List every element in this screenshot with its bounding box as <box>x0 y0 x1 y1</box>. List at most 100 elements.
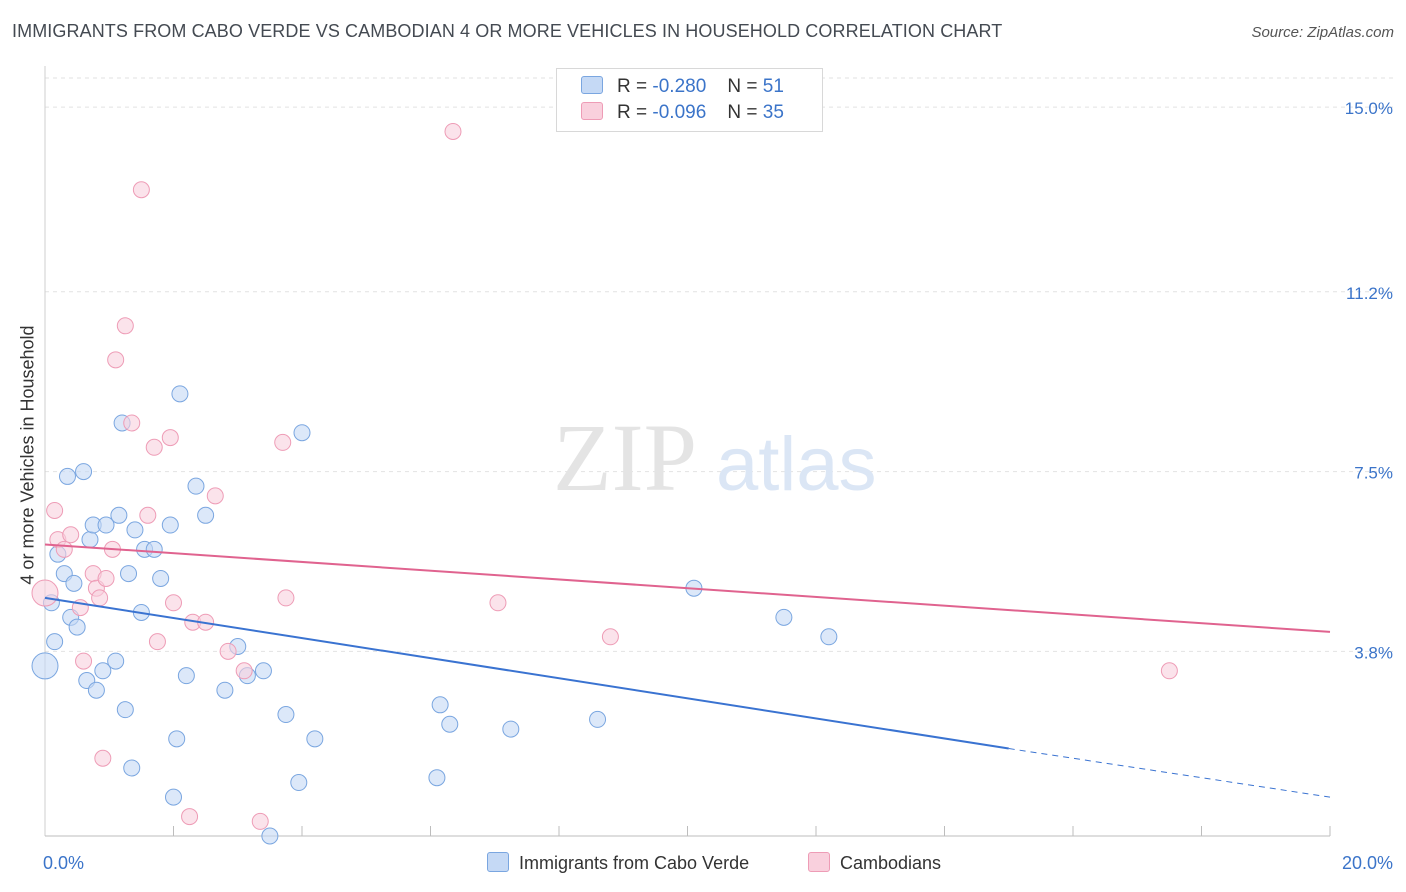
point-cabo-verde <box>589 710 607 728</box>
legend-r-value-cambodians: -0.096 <box>652 102 707 123</box>
point-cambodians <box>123 414 141 432</box>
axes <box>44 66 1331 837</box>
point-cambodians <box>132 181 150 199</box>
source-label: Source: ZipAtlas.com <box>1251 24 1394 41</box>
point-cambodians <box>75 652 93 670</box>
bottom-legend-swatch-blue <box>487 852 509 872</box>
legend-n-label: N = <box>727 102 758 123</box>
trend-lines <box>44 543 1331 798</box>
legend-row-cabo-verde: R = -0.280 N = 51 <box>581 76 784 100</box>
point-cabo-verde <box>81 531 99 549</box>
point-cabo-verde <box>197 506 215 524</box>
legend-n-value-cambodians: 35 <box>762 102 784 123</box>
point-cambodians <box>55 540 73 558</box>
point-cabo-verde <box>306 730 324 748</box>
point-cabo-verde <box>123 759 141 777</box>
point-cabo-verde <box>431 696 449 714</box>
point-cabo-verde <box>261 827 279 845</box>
trend-line-cambodians <box>44 543 1331 633</box>
point-cabo-verde <box>126 521 144 539</box>
y-tick-label: 15.0% <box>1345 99 1393 118</box>
point-cambodians <box>1160 662 1178 680</box>
point-cambodians <box>165 594 182 612</box>
point-cabo-verde <box>120 565 138 583</box>
point-cambodians <box>274 433 292 451</box>
bottom-legend-label: Immigrants from Cabo Verde <box>519 853 750 873</box>
point-cambodians <box>489 594 507 612</box>
point-cabo-verde <box>68 618 86 636</box>
point-cambodians <box>235 662 253 680</box>
legend-r-label: R = <box>617 76 648 97</box>
point-cambodians <box>145 438 163 456</box>
point-cabo-verde <box>75 463 93 481</box>
point-cabo-verde <box>502 720 520 738</box>
point-cambodians <box>181 808 199 826</box>
chart-title: IMMIGRANTS FROM CABO VERDE VS CAMBODIAN … <box>12 21 1003 41</box>
point-cambodians <box>139 506 157 524</box>
point-cabo-verde <box>177 667 195 685</box>
x-tick-label: 20.0% <box>1342 853 1393 873</box>
point-cabo-verde <box>165 788 182 806</box>
bottom-legend-cambodians: Cambodians <box>808 852 941 874</box>
bottom-legend-cabo-verde: Immigrants from Cabo Verde <box>487 852 749 874</box>
point-cambodians <box>277 589 295 607</box>
point-cabo-verde <box>216 681 234 699</box>
point-cambodians <box>116 317 134 335</box>
point-cabo-verde <box>46 633 64 651</box>
y-tick-label: 7.5% <box>1354 464 1393 483</box>
point-cabo-verde <box>31 652 59 680</box>
point-cabo-verde <box>293 424 311 442</box>
point-cambodians <box>251 812 269 830</box>
point-cambodians <box>206 487 224 505</box>
point-cabo-verde <box>65 574 83 592</box>
y-tick-label: 11.2% <box>1346 284 1393 303</box>
point-cabo-verde <box>161 516 179 534</box>
legend-n-value-cabo-verde: 51 <box>762 76 784 97</box>
x-tick-label: 0.0% <box>43 853 84 873</box>
point-cabo-verde <box>110 506 128 524</box>
point-cambodians <box>219 642 237 660</box>
point-cabo-verde <box>58 467 76 485</box>
watermark-zip: ZIP <box>553 404 697 511</box>
point-cabo-verde <box>290 774 308 792</box>
bottom-legend-swatch-pink <box>808 852 830 872</box>
point-cambodians <box>46 501 64 519</box>
point-cabo-verde <box>116 701 134 719</box>
point-cabo-verde <box>152 569 170 587</box>
point-cambodians <box>62 526 80 544</box>
point-cambodians <box>94 749 112 767</box>
legend-row-cambodians: R = -0.096 N = 35 <box>581 102 784 126</box>
trend-line-cabo-verde <box>44 596 1009 750</box>
point-cabo-verde <box>428 769 446 787</box>
trend-line-cabo-verde-extension <box>1008 748 1331 798</box>
point-cabo-verde <box>107 652 125 670</box>
point-cabo-verde <box>94 662 112 680</box>
point-cabo-verde <box>775 608 793 626</box>
point-cabo-verde <box>187 477 205 495</box>
legend-swatch-blue <box>581 76 603 94</box>
point-cabo-verde <box>277 706 295 724</box>
point-cambodians <box>97 569 115 587</box>
point-cambodians <box>31 579 59 607</box>
point-cabo-verde <box>441 715 459 733</box>
point-cambodians <box>161 429 179 447</box>
legend-n-label: N = <box>727 76 758 97</box>
legend-r-label: R = <box>617 102 648 123</box>
point-cabo-verde <box>87 681 105 699</box>
point-cambodians <box>601 628 619 646</box>
point-cambodians <box>91 589 109 607</box>
point-cabo-verde <box>145 540 163 558</box>
correlation-legend: R = -0.280 N = 51 R = -0.096 N = 35 <box>556 68 823 132</box>
point-cabo-verde <box>171 385 189 403</box>
legend-r-value-cabo-verde: -0.280 <box>652 76 707 97</box>
y-tick-label: 3.8% <box>1354 643 1393 662</box>
point-cabo-verde <box>254 662 272 680</box>
watermark-atlas: atlas <box>716 422 877 507</box>
point-cambodians <box>107 351 125 369</box>
legend-swatch-pink <box>581 102 603 120</box>
point-cabo-verde <box>97 516 115 534</box>
gridlines <box>45 77 1395 652</box>
point-cabo-verde <box>820 628 838 646</box>
point-cambodians <box>148 633 166 651</box>
